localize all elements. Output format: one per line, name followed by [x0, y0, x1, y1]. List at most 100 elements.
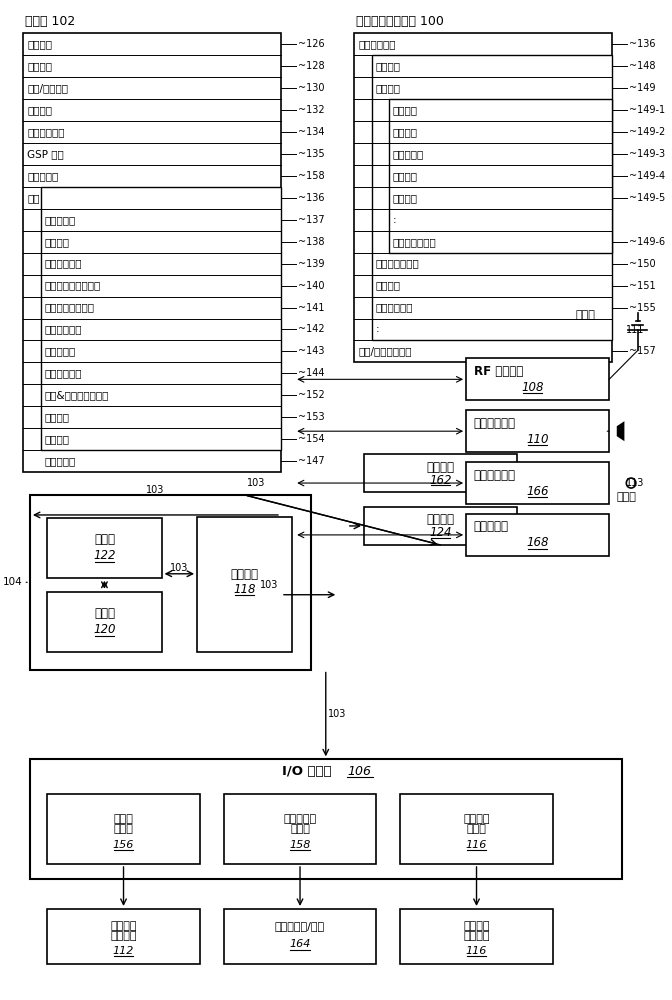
Bar — [47, 592, 162, 652]
Text: 124: 124 — [429, 526, 452, 539]
Text: 116: 116 — [466, 946, 487, 956]
Text: 视频会议模块: 视频会议模块 — [44, 259, 82, 269]
Bar — [364, 507, 517, 545]
Text: 166: 166 — [526, 485, 549, 498]
Text: 设备/全局内部状态: 设备/全局内部状态 — [358, 346, 412, 356]
Text: ~134: ~134 — [298, 127, 325, 137]
Text: ~149-1: ~149-1 — [629, 105, 665, 115]
Text: 通信模块: 通信模块 — [27, 61, 52, 71]
Text: 控制器: 控制器 — [114, 824, 134, 834]
Text: ~149-5: ~149-5 — [629, 193, 665, 203]
Text: 存储器 102: 存储器 102 — [26, 15, 75, 28]
Text: 104: 104 — [3, 577, 22, 587]
Bar — [224, 794, 376, 864]
Text: 156: 156 — [113, 840, 134, 850]
Text: 便签模块: 便签模块 — [44, 412, 69, 422]
Text: ~141: ~141 — [298, 303, 325, 313]
Text: 110: 110 — [526, 433, 549, 446]
Text: ~137: ~137 — [298, 215, 325, 225]
Bar — [466, 358, 609, 400]
Text: ~128: ~128 — [298, 61, 325, 71]
Text: I/O 子系统: I/O 子系统 — [282, 765, 331, 778]
Text: ~132: ~132 — [298, 105, 325, 115]
Text: 股票插件: 股票插件 — [392, 127, 417, 137]
Text: 应用: 应用 — [27, 193, 40, 203]
Bar — [197, 517, 292, 652]
Text: 即时消息传送模块: 即时消息传送模块 — [44, 303, 94, 313]
Text: 图形模块: 图形模块 — [27, 105, 52, 115]
Text: 103: 103 — [170, 563, 189, 573]
Text: 116: 116 — [466, 840, 487, 850]
Text: 接触/运动模块: 接触/运动模块 — [27, 83, 68, 93]
Text: 其它输入: 其它输入 — [463, 814, 490, 824]
Bar — [401, 909, 553, 964]
Text: ~158: ~158 — [298, 171, 325, 181]
Text: 电话模块: 电话模块 — [44, 237, 69, 247]
Bar — [401, 794, 553, 864]
Text: 文本输入模块: 文本输入模块 — [27, 127, 65, 137]
Text: 插件创建器模块: 插件创建器模块 — [376, 259, 419, 269]
Text: 106: 106 — [347, 765, 371, 778]
Polygon shape — [617, 421, 624, 441]
Text: 103: 103 — [328, 709, 347, 719]
Text: 音频电路系统: 音频电路系统 — [474, 417, 515, 430]
Text: 搜索模块: 搜索模块 — [376, 281, 401, 291]
Text: 外部端口: 外部端口 — [426, 513, 454, 526]
Text: ~148: ~148 — [629, 61, 656, 71]
Text: 120: 120 — [93, 623, 116, 636]
Text: ~136: ~136 — [629, 39, 656, 49]
Text: 控制设备: 控制设备 — [463, 931, 490, 941]
Text: 插件模块: 插件模块 — [376, 83, 401, 93]
Text: :: : — [376, 324, 379, 334]
Text: ~150: ~150 — [629, 259, 656, 269]
Bar — [30, 759, 622, 879]
Text: ~153: ~153 — [298, 412, 325, 422]
Text: 控制器: 控制器 — [466, 824, 487, 834]
Text: 控制器: 控制器 — [290, 824, 310, 834]
Bar — [30, 495, 311, 670]
Text: 其它输入: 其它输入 — [463, 921, 490, 931]
Text: ~143: ~143 — [298, 346, 325, 356]
Text: 联系人模块: 联系人模块 — [44, 215, 75, 225]
Text: 用户创建的插件: 用户创建的插件 — [392, 237, 436, 247]
Text: 视频&音乐播放器模块: 视频&音乐播放器模块 — [44, 390, 109, 400]
Text: 取向传感器: 取向传感器 — [474, 520, 509, 533]
Text: ~147: ~147 — [298, 456, 325, 466]
Text: 电子邮件客户端模块: 电子邮件客户端模块 — [44, 281, 101, 291]
Text: ~151: ~151 — [629, 281, 656, 291]
Text: 接近度传感器: 接近度传感器 — [474, 469, 515, 482]
Text: 触摸敏感: 触摸敏感 — [110, 921, 137, 931]
Text: 锻炼支持模块: 锻炼支持模块 — [44, 324, 82, 334]
Text: 日历模块: 日历模块 — [376, 61, 401, 71]
Text: 113: 113 — [626, 478, 644, 488]
Text: 显示器: 显示器 — [114, 814, 134, 824]
Text: 111: 111 — [626, 325, 644, 335]
Text: 光学传感器: 光学传感器 — [284, 814, 317, 824]
Text: 122: 122 — [93, 549, 116, 562]
Text: 图像管理模块: 图像管理模块 — [44, 368, 82, 378]
Text: 103: 103 — [247, 478, 265, 488]
Bar — [47, 909, 200, 964]
Text: 地图模块: 地图模块 — [44, 434, 69, 444]
Text: ~149: ~149 — [629, 83, 656, 93]
Text: ~126: ~126 — [298, 39, 325, 49]
Text: 显示系统: 显示系统 — [110, 931, 137, 941]
Text: ~149-4: ~149-4 — [629, 171, 665, 181]
Text: 字典插件: 字典插件 — [392, 193, 417, 203]
Bar — [40, 187, 281, 450]
Text: 应用（继续）: 应用（继续） — [358, 39, 396, 49]
Bar — [47, 518, 162, 578]
Bar — [224, 909, 376, 964]
Text: 158: 158 — [290, 840, 310, 850]
Bar — [388, 99, 612, 253]
Text: 外设接口: 外设接口 — [230, 568, 259, 581]
Bar — [466, 514, 609, 556]
Text: ~155: ~155 — [629, 303, 656, 313]
Text: 103: 103 — [260, 580, 279, 590]
Text: ~154: ~154 — [298, 434, 325, 444]
Text: 天气插件: 天气插件 — [392, 105, 417, 115]
Bar — [372, 55, 612, 340]
Text: 118: 118 — [233, 583, 256, 596]
Text: ~152: ~152 — [298, 390, 325, 400]
Text: GSP 模块: GSP 模块 — [27, 149, 64, 159]
